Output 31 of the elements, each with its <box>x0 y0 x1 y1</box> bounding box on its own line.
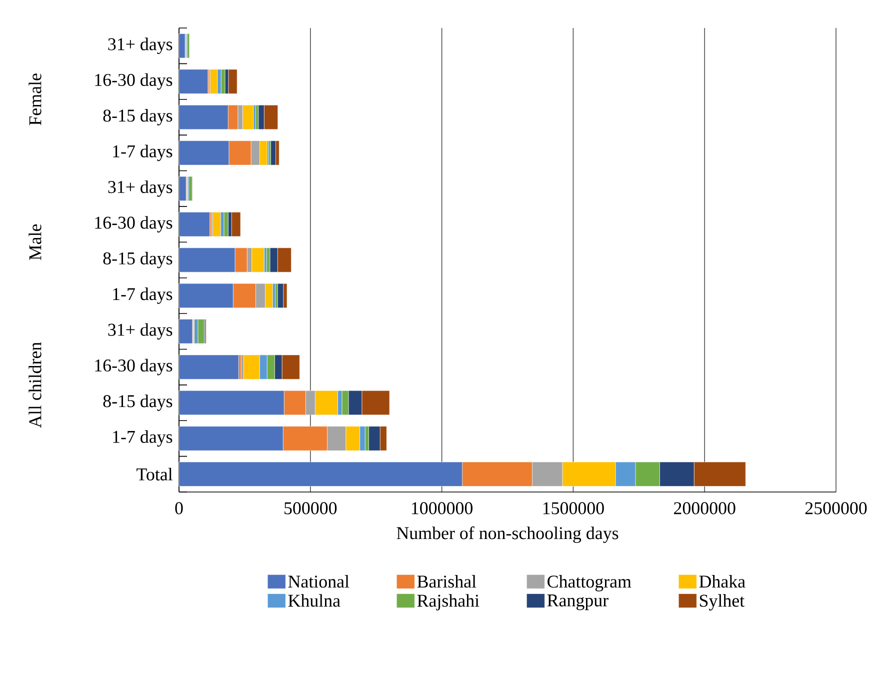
legend-label: Rajshahi <box>417 594 480 610</box>
y-tick-label: 1-7 days <box>113 430 172 447</box>
text: Female <box>28 74 42 126</box>
legend-label: Khulna <box>288 594 340 607</box>
legend-label: Rangpur <box>547 594 608 610</box>
text: All children <box>28 342 42 428</box>
y-tick-label: 8-15 days <box>103 109 172 126</box>
y-tick-label: 8-15 days <box>103 252 172 268</box>
x-tick-label: 1500000 <box>543 502 604 514</box>
y-tick-label: Total <box>136 468 172 480</box>
y-tick-label: 16-30 days <box>95 358 172 376</box>
legend-label: National <box>288 575 350 588</box>
y-tick-label: 16-30 days <box>95 216 172 232</box>
y-tick-label: 16-30 days <box>95 73 172 90</box>
text: Male <box>28 224 42 260</box>
y-tick-label: 31+ days <box>108 323 172 340</box>
y-tick-label: 8-15 days <box>103 394 172 411</box>
y-tick-label: 1-7 days <box>113 144 172 162</box>
y-tick-label: 1-7 days <box>113 288 172 304</box>
x-axis-title: Number of non-schooling days <box>396 526 618 543</box>
x-tick-label: 2000000 <box>674 502 736 514</box>
x-tick-label: 500000 <box>284 502 337 514</box>
legend-label: Barishal <box>417 575 476 588</box>
x-tick-label: 2500000 <box>805 502 867 514</box>
x-tick-label: 0 <box>175 502 183 514</box>
x-tick-label: 1000000 <box>412 502 472 514</box>
legend-label: Dhaka <box>699 575 746 588</box>
y-tick-label: 31+ days <box>108 180 172 197</box>
legend-label: Sylhet <box>700 594 744 610</box>
legend-label: Chattogram <box>548 575 632 592</box>
y-tick-label: 31+ days <box>108 38 172 54</box>
